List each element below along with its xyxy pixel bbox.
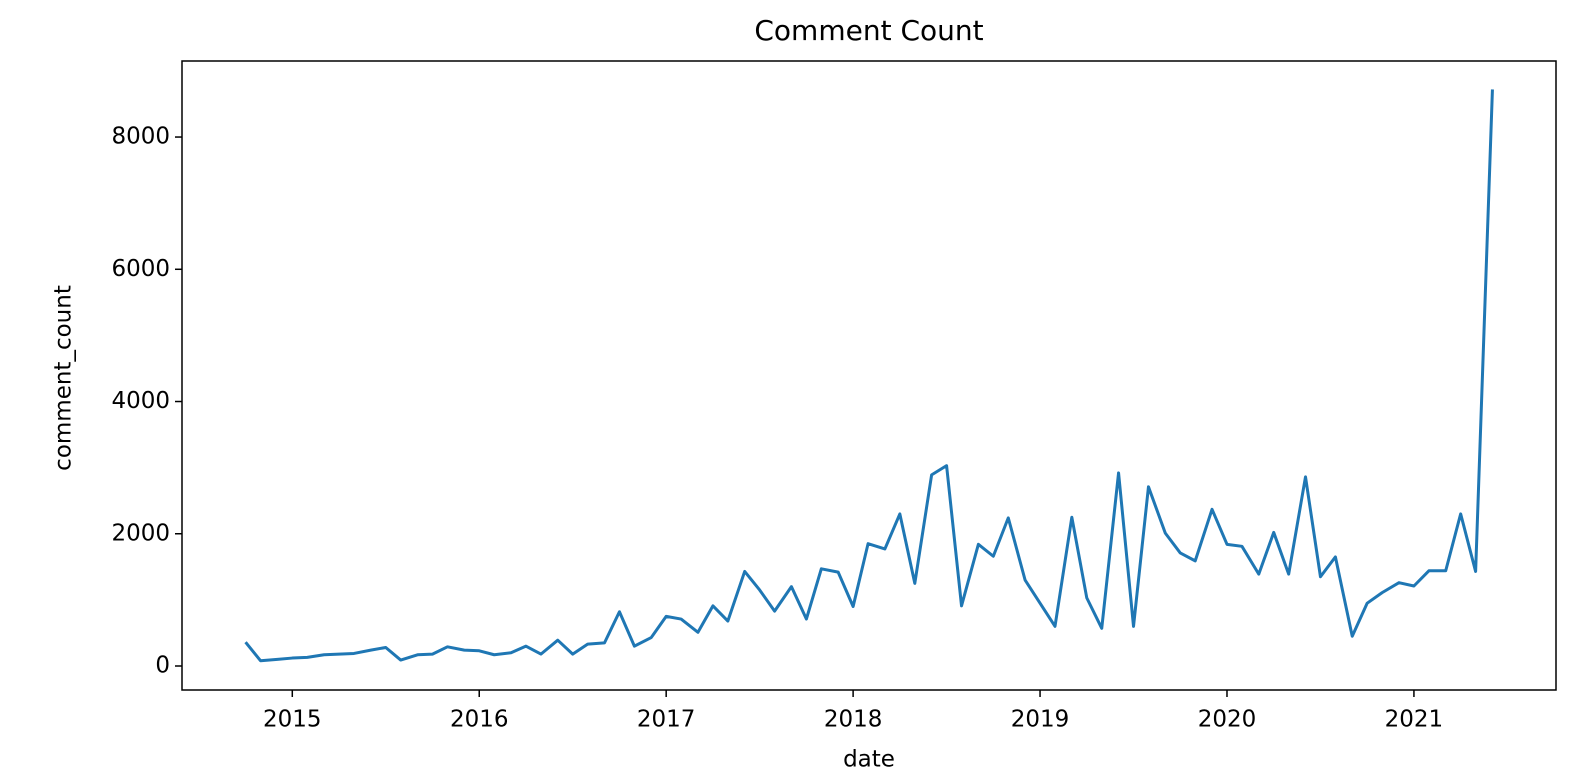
x-tick-label: 2020 xyxy=(1198,707,1257,733)
y-tick-label: 0 xyxy=(155,652,170,678)
x-tick-label: 2018 xyxy=(824,707,883,733)
y-tick-label: 2000 xyxy=(111,520,170,546)
y-axis-label: comment_count xyxy=(51,285,77,471)
x-axis-label: date xyxy=(843,747,895,773)
chart-title: Comment Count xyxy=(754,14,983,47)
x-tick-label: 2017 xyxy=(637,707,696,733)
y-tick-label: 8000 xyxy=(111,124,170,150)
plot-frame xyxy=(181,60,1557,691)
data-line xyxy=(244,89,1494,663)
y-tick-label: 4000 xyxy=(111,388,170,414)
x-tick-label: 2015 xyxy=(263,707,322,733)
x-tick-label: 2019 xyxy=(1011,707,1070,733)
x-tick-label: 2021 xyxy=(1385,707,1444,733)
y-tick-label: 6000 xyxy=(111,256,170,282)
x-tick-label: 2016 xyxy=(450,707,509,733)
